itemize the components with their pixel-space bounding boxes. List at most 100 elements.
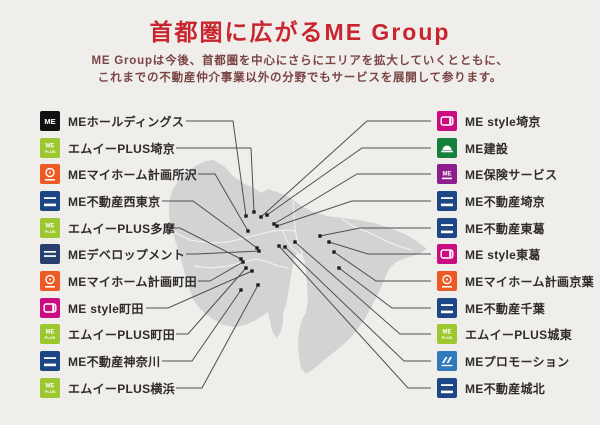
company-label: エムイーPLUS横浜 xyxy=(68,381,176,396)
svg-text:ME: ME xyxy=(44,117,55,126)
company-label: エムイーPLUS埼京 xyxy=(68,141,176,156)
company-label: ME建設 xyxy=(465,141,509,156)
company-label: MEプロモーション xyxy=(465,354,570,369)
company-label: MEマイホーム計画所沢 xyxy=(68,167,197,182)
map-dot xyxy=(318,234,322,238)
prefecture-border-saitama-tokyo xyxy=(171,229,296,244)
company-row: ME PLUS エムイーPLUS城東 xyxy=(437,324,572,344)
company-label: ME style町田 xyxy=(68,301,144,316)
logo-fudosan-icon xyxy=(40,191,60,211)
company-label: ME style埼京 xyxy=(465,114,541,129)
connector-line xyxy=(146,270,253,309)
company-label: MEマイホーム計画町田 xyxy=(68,274,197,289)
company-label: エムイーPLUS町田 xyxy=(68,327,176,342)
subtitle-line-2: これまでの不動産仲介事業以外の分野でもサービスを展開して参ります。 xyxy=(97,72,503,84)
company-label: エムイーPLUS多摩 xyxy=(68,221,176,236)
company-row: ME PLUS エムイーPLUS埼京 xyxy=(40,138,175,158)
company-row: ME PLUS エムイーPLUS多摩 xyxy=(40,218,175,238)
map-dot xyxy=(241,260,245,264)
map-dot xyxy=(257,249,261,253)
connector-line xyxy=(276,200,431,227)
map-dot xyxy=(277,244,281,248)
company-row: ME不動産埼京 xyxy=(437,191,545,211)
company-row: ME style町田 xyxy=(40,298,144,318)
logo-fudosan-icon xyxy=(40,351,60,371)
logo-plus-icon: ME PLUS xyxy=(40,138,60,158)
logo-promotion-icon xyxy=(437,351,457,371)
connector-line xyxy=(278,245,431,389)
logo-kensetsu-icon xyxy=(437,138,457,158)
logo-style-icon xyxy=(40,298,60,318)
map-dot xyxy=(337,266,341,270)
company-row: MEマイホーム計画所沢 xyxy=(40,164,197,184)
logo-develop-icon xyxy=(40,244,60,264)
svg-text:PLUS: PLUS xyxy=(45,229,56,234)
map-dot xyxy=(246,229,250,233)
river-line xyxy=(282,230,299,254)
connector-line xyxy=(273,173,431,225)
map-dot xyxy=(332,250,336,254)
svg-text:ME: ME xyxy=(46,224,55,230)
connector-line xyxy=(198,173,249,232)
company-label: エムイーPLUS城東 xyxy=(465,327,573,342)
logo-plus-icon: ME PLUS xyxy=(437,324,457,344)
logo-style-icon xyxy=(437,111,457,131)
connector-line xyxy=(186,250,260,255)
connector-line xyxy=(338,267,431,309)
svg-text:ME: ME xyxy=(443,172,452,178)
company-label: ME不動産城北 xyxy=(465,381,546,396)
logo-holdings-icon: ME xyxy=(40,111,60,131)
map-dot xyxy=(239,288,243,292)
company-label: ME保険サービス xyxy=(465,167,558,182)
map-dot xyxy=(239,257,243,261)
company-row: ME不動産西東京 xyxy=(40,191,160,211)
map-dot xyxy=(293,240,297,244)
subtitle-line-1: ME Groupは今後、首都圏を中心にさらにエリアを拡大していくとともに、 xyxy=(91,55,509,67)
map-dot xyxy=(244,266,248,270)
subtitle: ME Groupは今後、首都圏を中心にさらにエリアを拡大していくとともに、 これ… xyxy=(0,53,600,87)
prefecture-border-tokyo-kanagawa xyxy=(193,258,289,269)
company-label: ME不動産神奈川 xyxy=(68,354,161,369)
company-row: MEデベロップメント xyxy=(40,244,185,264)
logo-hoken-icon: ME xyxy=(437,164,457,184)
connector-line xyxy=(176,147,255,213)
logo-fudosan-icon xyxy=(437,298,457,318)
company-row: ME PLUS エムイーPLUS町田 xyxy=(40,324,175,344)
company-row: ME MEホールディングス xyxy=(40,111,184,131)
connector-line xyxy=(294,241,431,335)
map-dot xyxy=(327,240,331,244)
map-dot xyxy=(256,283,260,287)
map-dot xyxy=(275,224,279,228)
company-row: ME style東葛 xyxy=(437,244,541,264)
logo-fudosan-icon xyxy=(437,191,457,211)
connector-line xyxy=(266,147,431,216)
connector-line xyxy=(333,251,431,282)
connector-line xyxy=(176,267,247,335)
svg-text:ME: ME xyxy=(443,330,452,336)
connector-line xyxy=(162,289,242,362)
svg-text:ME: ME xyxy=(46,330,55,336)
company-row: ME PLUS エムイーPLUS横浜 xyxy=(40,378,175,398)
page-title: 首都圏に広がるME Group xyxy=(149,19,451,45)
connector-line xyxy=(284,246,431,362)
company-row: MEプロモーション xyxy=(437,351,569,371)
logo-fudosan-icon xyxy=(437,378,457,398)
company-label: ME不動産西東京 xyxy=(68,194,161,209)
logo-plus-icon: ME PLUS xyxy=(40,378,60,398)
map-dot xyxy=(265,213,269,217)
logo-plus-icon: ME PLUS xyxy=(40,218,60,238)
map-dot xyxy=(255,246,259,250)
logo-fudosan-icon xyxy=(437,218,457,238)
svg-text:ME: ME xyxy=(46,144,55,150)
map-dot xyxy=(250,269,254,273)
map-dot xyxy=(283,245,287,249)
svg-text:PLUS: PLUS xyxy=(442,335,453,340)
logo-style-icon xyxy=(437,244,457,264)
company-label: MEホールディングス xyxy=(68,114,185,129)
logo-myhome-icon xyxy=(40,164,60,184)
map-dot xyxy=(252,210,256,214)
company-label: ME不動産埼京 xyxy=(465,194,546,209)
connector-line xyxy=(319,227,431,237)
